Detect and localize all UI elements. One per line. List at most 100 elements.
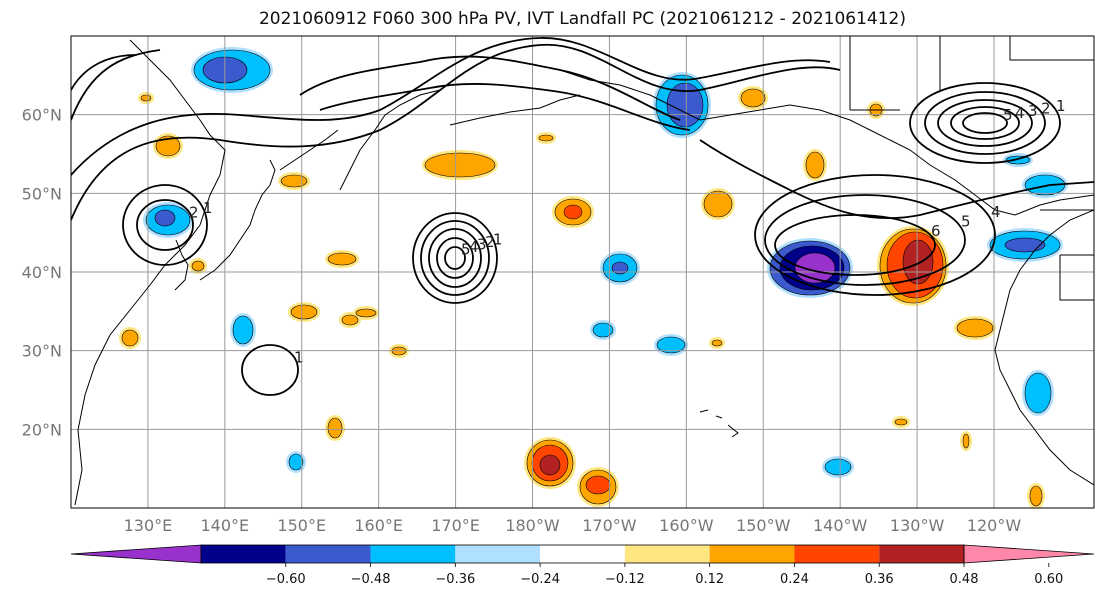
colorbar-segment <box>540 545 625 563</box>
ivt-blob <box>894 418 908 426</box>
pv-contour-label: 1 <box>294 349 304 367</box>
ivt-blob <box>962 433 970 449</box>
lon-tick-label: 150°E <box>277 516 326 535</box>
lon-tick-label: 130°E <box>124 516 173 535</box>
ivt-blob <box>1029 485 1043 507</box>
pv-contour-wave <box>299 55 681 121</box>
colorbar-segment <box>709 545 795 563</box>
ivt-blob <box>1004 237 1046 253</box>
lon-tick-label: 160°E <box>354 516 403 535</box>
ivt-blob <box>341 314 359 326</box>
pv-contour-label: 4 <box>469 238 479 256</box>
coastline-asia <box>74 39 226 506</box>
lon-tick-label: 160°W <box>659 516 714 535</box>
ivt-blob <box>140 94 152 102</box>
coastline-aleutians <box>449 94 581 126</box>
ivt-blob <box>824 458 852 476</box>
lat-tick-label: 40°N <box>22 263 62 282</box>
ivt-blob <box>424 152 496 178</box>
ivt-blob <box>288 453 304 471</box>
pv-contour-label: 5 <box>961 213 971 231</box>
pv-contour-label: 2 <box>1041 100 1051 118</box>
coastlines <box>74 36 1094 506</box>
pv-contour <box>962 112 1008 134</box>
ivt-blob <box>666 82 704 128</box>
pv-contour-wave <box>71 49 161 121</box>
lon-tick-label: 120°W <box>967 516 1022 535</box>
pv-contour-label: 1 <box>1056 97 1066 115</box>
ivt-blob <box>539 454 561 476</box>
ivt-blob <box>1024 372 1052 414</box>
colorbar-tick-label: 0.48 <box>950 572 979 587</box>
pv-contour-label: 3 <box>477 235 487 253</box>
lat-tick-label: 60°N <box>22 106 62 125</box>
pv-contour-label: 5 <box>1003 106 1013 124</box>
ivt-blob <box>611 261 629 275</box>
map-frame <box>70 35 1095 509</box>
ivt-blob <box>703 190 733 218</box>
lon-tick-label: 170°W <box>582 516 637 535</box>
pv-contour-wave <box>319 83 691 131</box>
pv-contour <box>420 220 490 296</box>
pv-contour-label: 6 <box>931 222 941 240</box>
colorbar-segment <box>794 545 880 563</box>
pv-contour-label: 1 <box>493 231 503 249</box>
colorbar-segment <box>624 545 710 563</box>
ivt-blob <box>563 204 583 220</box>
ivt-blob <box>740 88 766 108</box>
ivt-blob <box>585 475 611 495</box>
colorbar-tick-label: −0.36 <box>435 572 475 587</box>
pv-contour <box>754 174 996 296</box>
colorbar-tick-label: −0.48 <box>351 572 391 587</box>
lon-tick-label: 150°W <box>736 516 791 535</box>
pv-contour-label: 4 <box>991 203 1001 221</box>
axis-ticks: 130°E 140°E 150°E 160°E 170°E 180°W 170°W 160°W… <box>22 106 1022 535</box>
pv-contour <box>122 184 208 266</box>
ivt-blob <box>280 174 308 188</box>
ivt-blob <box>327 252 357 266</box>
colorbar-segment <box>201 545 286 563</box>
colorbar-segment <box>370 545 456 563</box>
coastline-arctic <box>849 36 1094 111</box>
pv-contour <box>764 194 966 286</box>
pv-contour-label: 1 <box>203 199 213 217</box>
coastline-kamchatka <box>339 89 441 191</box>
us-border <box>1040 209 1094 301</box>
coastline-korea <box>174 239 189 291</box>
lon-tick-label: 180°W <box>505 516 560 535</box>
coastline-japan <box>199 159 276 281</box>
colorbar-extend-high <box>963 544 1095 564</box>
chart-title: 2021060912 F060 300 hPa PV, IVT Landfall… <box>258 9 906 29</box>
ivt-blob <box>1024 174 1066 196</box>
coastline-north-america <box>994 209 1094 486</box>
colorbar-extend-low <box>70 544 202 564</box>
pv-contour <box>909 82 1061 164</box>
pv-contour <box>950 106 1020 140</box>
pv-contour <box>937 99 1033 147</box>
ivt-blob <box>711 339 723 347</box>
colorbar-frame <box>200 544 965 564</box>
pv-contour <box>774 214 936 276</box>
pv-contour <box>412 212 498 304</box>
lon-tick-label: 140°W <box>813 516 868 535</box>
pv-contour-label: 3 <box>1028 102 1038 120</box>
colorbar-tick-label: 0.60 <box>1034 572 1063 587</box>
pv-contour <box>444 246 466 270</box>
colorbar-segment <box>285 545 371 563</box>
lon-tick-label: 170°E <box>431 516 480 535</box>
colorbar-tick-label: 0.24 <box>780 572 809 587</box>
lat-tick-label: 30°N <box>22 342 62 361</box>
ivt-blob <box>121 329 139 347</box>
ivt-blob <box>805 151 825 179</box>
pv-contour-wave <box>71 54 136 91</box>
ivt-blob <box>956 318 994 338</box>
ivt-blob <box>902 239 934 285</box>
pv-contour-wave <box>71 43 841 221</box>
lat-tick-label: 20°N <box>22 420 62 439</box>
lon-tick-label: 130°W <box>890 516 945 535</box>
colorbar-tick-label: 0.12 <box>695 572 724 587</box>
coastline-hawaii <box>699 409 739 438</box>
pv-contour <box>924 91 1046 155</box>
pv-contour-label: 4 <box>1015 104 1025 122</box>
